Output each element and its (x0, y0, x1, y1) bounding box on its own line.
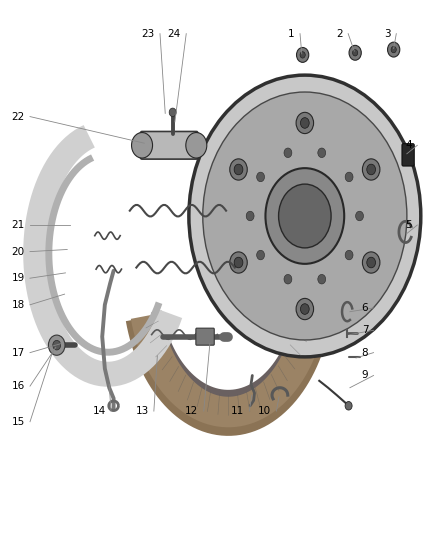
Text: 19: 19 (11, 273, 25, 283)
Circle shape (233, 164, 242, 175)
Circle shape (362, 252, 379, 273)
Text: 20: 20 (12, 247, 25, 256)
Circle shape (344, 172, 352, 182)
Circle shape (265, 168, 343, 264)
Circle shape (48, 335, 65, 356)
Circle shape (317, 148, 325, 158)
Text: 4: 4 (405, 140, 411, 150)
Circle shape (352, 50, 357, 56)
Circle shape (348, 45, 360, 60)
Circle shape (256, 251, 264, 260)
Circle shape (299, 52, 304, 58)
Text: 17: 17 (11, 348, 25, 358)
Circle shape (229, 159, 247, 180)
Circle shape (344, 251, 352, 260)
Circle shape (296, 47, 308, 62)
Circle shape (390, 46, 396, 53)
Circle shape (362, 159, 379, 180)
Circle shape (387, 42, 399, 57)
Circle shape (295, 298, 313, 320)
Text: 24: 24 (167, 29, 180, 39)
Text: 13: 13 (135, 406, 148, 416)
Circle shape (295, 112, 313, 134)
Circle shape (355, 211, 363, 221)
Text: 8: 8 (361, 348, 367, 358)
Text: 12: 12 (185, 406, 198, 416)
Text: 15: 15 (11, 417, 25, 427)
Text: 16: 16 (11, 381, 25, 391)
Circle shape (300, 304, 308, 314)
Text: 9: 9 (361, 370, 367, 381)
Circle shape (185, 133, 206, 158)
Text: 10: 10 (258, 406, 271, 416)
Text: 2: 2 (336, 29, 342, 39)
Text: 18: 18 (11, 300, 25, 310)
Circle shape (366, 257, 374, 268)
Circle shape (278, 184, 330, 248)
Text: 6: 6 (361, 303, 367, 313)
Text: 21: 21 (11, 220, 25, 230)
Text: 23: 23 (141, 29, 154, 39)
Circle shape (283, 148, 291, 158)
Text: 7: 7 (361, 325, 367, 335)
Circle shape (283, 274, 291, 284)
Text: 14: 14 (92, 406, 106, 416)
Circle shape (233, 257, 242, 268)
Circle shape (188, 75, 420, 357)
Text: 5: 5 (405, 220, 411, 230)
Circle shape (246, 211, 254, 221)
Text: 22: 22 (11, 111, 25, 122)
Circle shape (169, 108, 176, 117)
Text: 11: 11 (230, 406, 244, 416)
Circle shape (229, 252, 247, 273)
Circle shape (53, 341, 60, 350)
Circle shape (366, 164, 374, 175)
Circle shape (317, 274, 325, 284)
Text: 1: 1 (287, 29, 294, 39)
Circle shape (131, 133, 152, 158)
FancyBboxPatch shape (401, 144, 413, 166)
FancyBboxPatch shape (195, 328, 214, 345)
FancyBboxPatch shape (140, 132, 198, 159)
Text: 3: 3 (384, 29, 390, 39)
Circle shape (344, 401, 351, 410)
Circle shape (202, 92, 406, 340)
Circle shape (300, 118, 308, 128)
Circle shape (256, 172, 264, 182)
